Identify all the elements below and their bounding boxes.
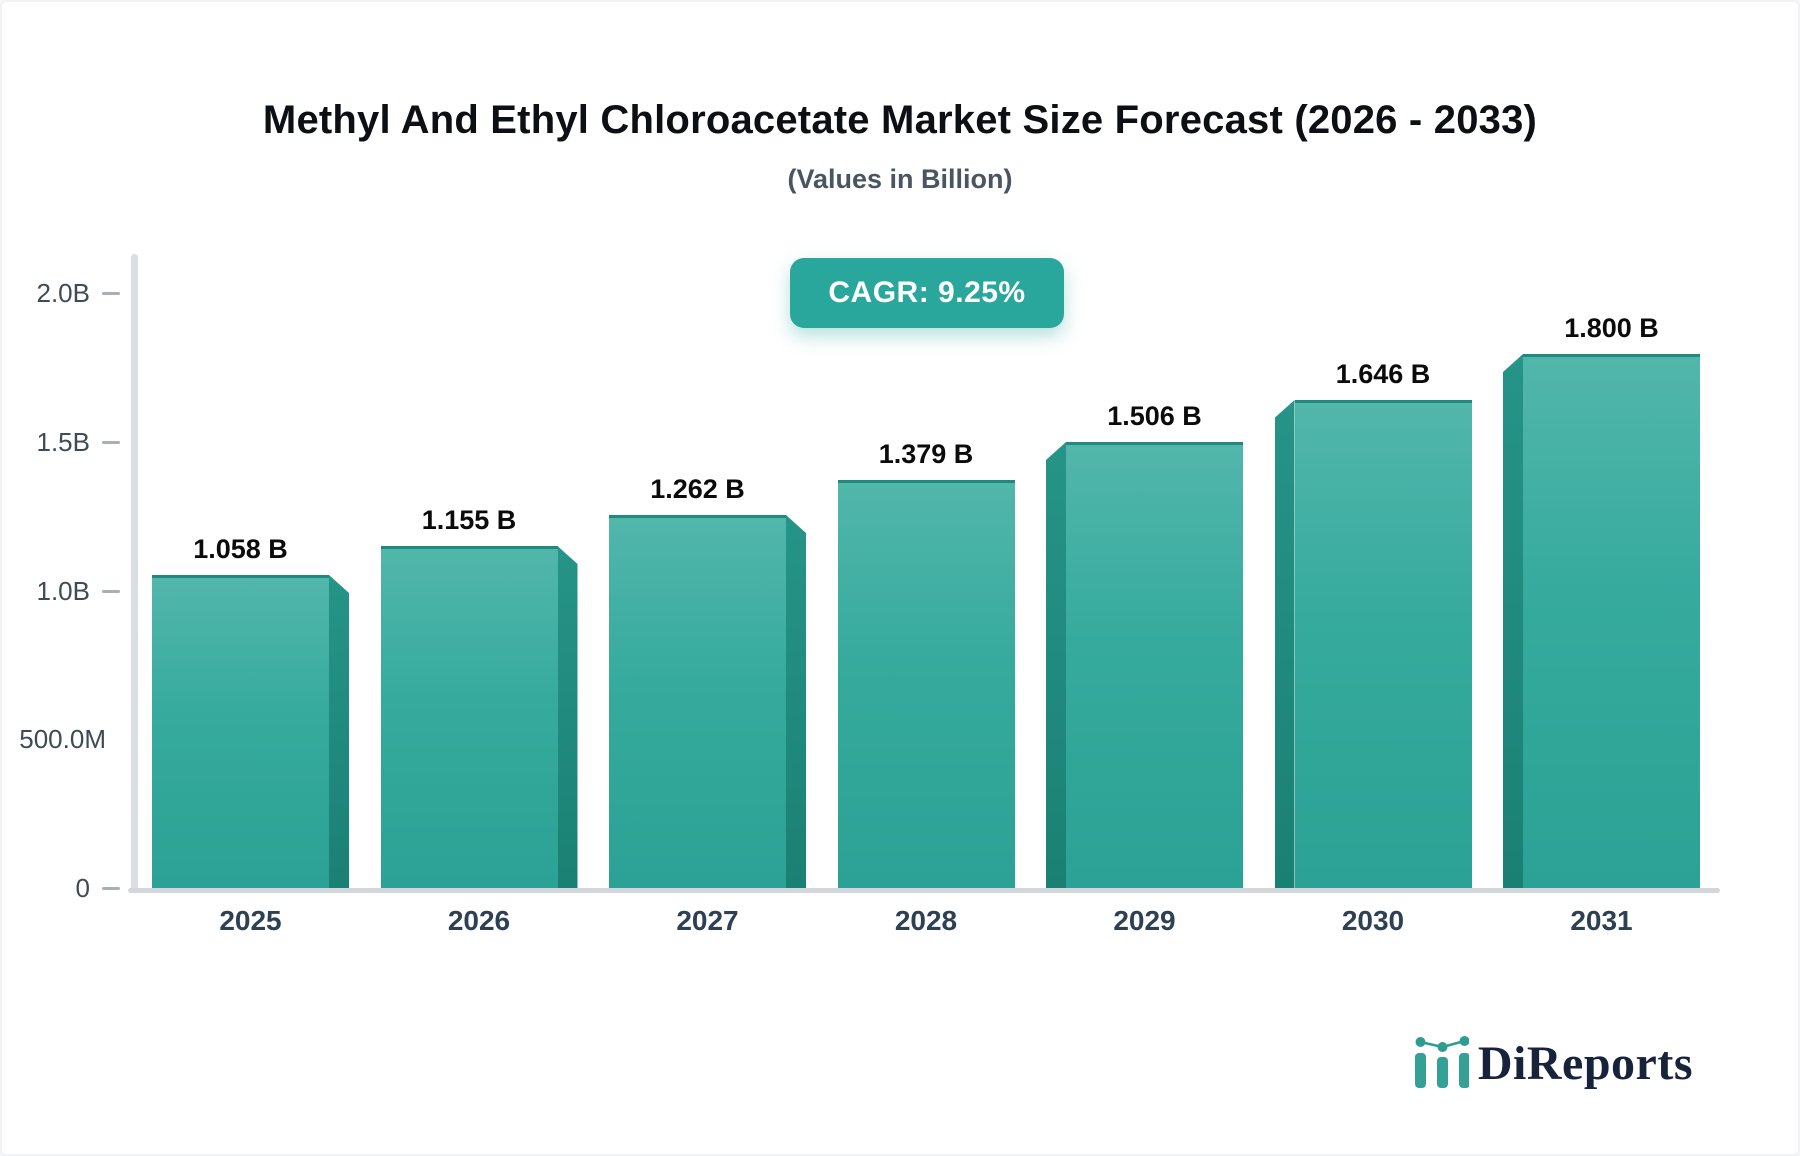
y-axis-tick: 2.0B	[2, 279, 120, 307]
y-axis-tick-mark	[102, 292, 120, 295]
x-axis-label: 2031	[1570, 905, 1633, 936]
bar-value-label: 1.379 B	[878, 439, 974, 469]
chart-subtitle: (Values in Billion)	[787, 164, 1013, 194]
bar-face	[837, 480, 1015, 890]
bar-value-label: 1.646 B	[1335, 359, 1431, 389]
bar-side-3d	[1046, 442, 1066, 890]
bar-2028	[837, 480, 1015, 890]
y-axis-tick-mark	[102, 589, 120, 593]
bar-face	[1523, 354, 1700, 890]
y-axis-tick-label: 1.0B	[36, 575, 91, 606]
bar-value-label: 1.800 B	[1564, 313, 1659, 343]
bar-face	[609, 515, 786, 890]
y-axis-tick-label: 1.5B	[36, 426, 91, 457]
x-axis-label: 2028	[894, 905, 958, 936]
y-axis-tick-label: 0	[75, 873, 90, 903]
x-axis-label: 2027	[676, 905, 739, 936]
bar-2027	[609, 515, 806, 890]
bar-face	[152, 575, 329, 890]
bar-value-label: 1.262 B	[650, 474, 745, 504]
y-axis-tick-label: 500.0M	[19, 724, 106, 755]
x-axis-label: 2030	[1341, 905, 1405, 936]
x-axis-baseline	[128, 888, 1720, 893]
bar-2026	[380, 546, 578, 890]
mini-bar-chart-icon	[1414, 1036, 1469, 1088]
y-axis-tick: 500.0M	[2, 725, 120, 753]
bar-2031	[1503, 354, 1700, 890]
bar-side-3d	[557, 546, 578, 890]
bar-face	[1294, 400, 1472, 890]
brand-logo-text: DiReports	[1477, 1037, 1693, 1090]
y-axis-line	[131, 254, 138, 893]
cagr-badge: CAGR: 9.25%	[790, 258, 1064, 328]
y-axis-tick-mark	[102, 887, 120, 890]
bar-side-3d	[1503, 354, 1523, 890]
bar-value-label: 1.155 B	[421, 505, 517, 535]
bar-value-label: 1.506 B	[1107, 401, 1202, 431]
bar-side-3d	[786, 515, 806, 890]
y-axis-tick: 0	[2, 874, 120, 902]
bar-2029	[1046, 442, 1243, 890]
bar-face	[380, 546, 558, 890]
brand-logo: DiReports	[1414, 1034, 1693, 1090]
bar-face	[1066, 442, 1243, 890]
bar-side-3d	[1274, 400, 1295, 890]
x-axis-label: 2026	[447, 905, 511, 936]
chart-title: Methyl And Ethyl Chloroacetate Market Si…	[262, 98, 1538, 142]
cagr-badge-label: CAGR: 9.25%	[828, 276, 1026, 309]
bar-side-3d	[329, 575, 349, 890]
y-axis-tick-label: 2.0B	[36, 278, 91, 308]
x-axis-label: 2025	[219, 905, 282, 936]
bar-2030	[1274, 400, 1472, 890]
x-axis-label: 2029	[1113, 905, 1176, 936]
bar-value-label: 1.058 B	[193, 534, 288, 564]
bar-2025	[152, 575, 349, 890]
y-axis-tick: 1.0B	[2, 577, 120, 605]
y-axis-tick-mark	[102, 440, 120, 444]
y-axis-tick: 1.5B	[2, 428, 120, 456]
